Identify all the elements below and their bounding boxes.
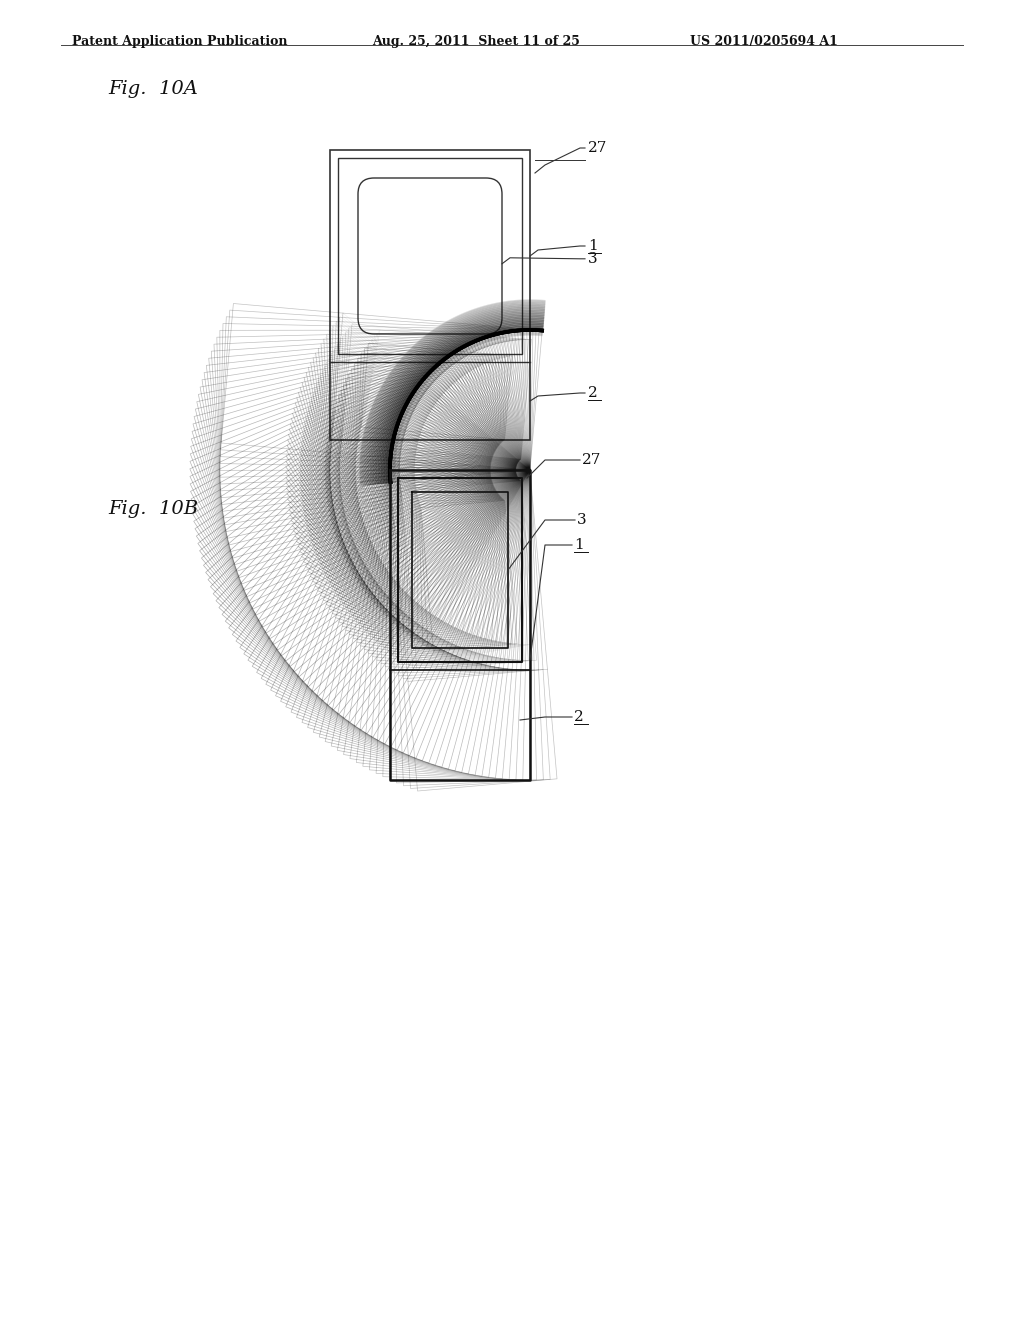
Text: Aug. 25, 2011  Sheet 11 of 25: Aug. 25, 2011 Sheet 11 of 25 (372, 36, 580, 48)
Text: 3: 3 (588, 252, 598, 265)
Text: Fig.  10A: Fig. 10A (108, 81, 198, 98)
Text: 2: 2 (588, 385, 598, 400)
Text: 1: 1 (588, 239, 598, 253)
Text: 2: 2 (574, 710, 584, 723)
Text: 3: 3 (577, 513, 587, 527)
Text: 27: 27 (588, 141, 607, 154)
Bar (338, 158, 522, 354)
Text: Patent Application Publication: Patent Application Publication (72, 36, 288, 48)
Text: 1: 1 (574, 539, 584, 552)
Text: 27: 27 (582, 453, 601, 467)
Text: Fig.  10B: Fig. 10B (108, 500, 198, 517)
Bar (330, 150, 530, 440)
FancyBboxPatch shape (358, 178, 502, 334)
Text: US 2011/0205694 A1: US 2011/0205694 A1 (690, 36, 838, 48)
